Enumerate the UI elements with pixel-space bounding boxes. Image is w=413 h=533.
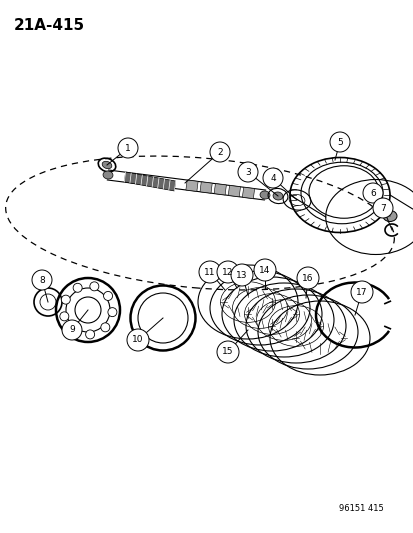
Circle shape — [216, 261, 238, 283]
Text: 6: 6 — [369, 189, 375, 198]
Text: 8: 8 — [39, 276, 45, 285]
Ellipse shape — [272, 192, 282, 200]
Text: 5: 5 — [336, 138, 342, 147]
Text: 2: 2 — [217, 148, 222, 157]
Ellipse shape — [102, 161, 112, 169]
Ellipse shape — [103, 171, 113, 179]
Text: 16: 16 — [301, 273, 313, 282]
Circle shape — [90, 282, 99, 291]
Ellipse shape — [382, 211, 396, 222]
Polygon shape — [199, 182, 212, 193]
Polygon shape — [228, 185, 240, 197]
Circle shape — [209, 142, 230, 162]
Circle shape — [372, 198, 392, 218]
Circle shape — [230, 264, 252, 286]
Polygon shape — [124, 172, 175, 191]
Text: 15: 15 — [222, 348, 233, 357]
Polygon shape — [242, 187, 254, 199]
Circle shape — [103, 292, 112, 301]
Ellipse shape — [259, 191, 269, 199]
Text: 14: 14 — [259, 265, 270, 274]
Circle shape — [108, 308, 116, 317]
Text: 10: 10 — [132, 335, 143, 344]
Polygon shape — [185, 180, 198, 191]
Circle shape — [237, 162, 257, 182]
Circle shape — [127, 329, 149, 351]
Circle shape — [69, 326, 78, 335]
Text: 11: 11 — [204, 268, 215, 277]
Circle shape — [62, 320, 82, 340]
Text: 17: 17 — [356, 287, 367, 296]
Circle shape — [329, 132, 349, 152]
Polygon shape — [214, 184, 226, 195]
Text: 12: 12 — [222, 268, 233, 277]
Circle shape — [350, 281, 372, 303]
Text: 13: 13 — [236, 271, 247, 279]
Circle shape — [199, 261, 221, 283]
Text: 96151 415: 96151 415 — [338, 504, 383, 513]
Circle shape — [216, 341, 238, 363]
Text: 1: 1 — [125, 143, 131, 152]
Circle shape — [101, 323, 109, 332]
Text: 9: 9 — [69, 326, 75, 335]
Circle shape — [60, 312, 69, 321]
Text: 4: 4 — [270, 174, 275, 182]
Circle shape — [296, 267, 318, 289]
Circle shape — [254, 259, 275, 281]
Text: 3: 3 — [244, 167, 250, 176]
Text: 7: 7 — [379, 204, 385, 213]
Circle shape — [85, 330, 95, 339]
Circle shape — [73, 284, 82, 292]
Circle shape — [362, 183, 382, 203]
Circle shape — [262, 168, 282, 188]
Circle shape — [32, 270, 52, 290]
Circle shape — [61, 295, 70, 304]
Circle shape — [118, 138, 138, 158]
Text: 21A-415: 21A-415 — [14, 18, 85, 33]
